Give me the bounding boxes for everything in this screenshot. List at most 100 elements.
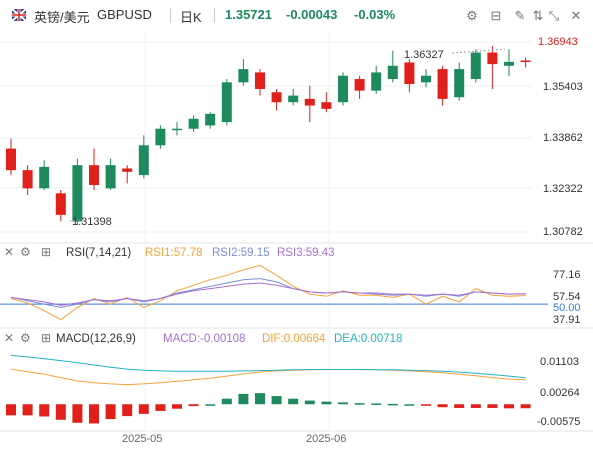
macd-histogram-bar — [55, 404, 66, 420]
period-selector[interactable]: 日K — [180, 10, 202, 25]
last-price: 1.35721 — [225, 7, 272, 22]
candle-body — [437, 69, 448, 99]
dif-legend: DIF:0.00664 — [262, 333, 326, 345]
rsi-settings-icon[interactable]: ⚙ — [20, 245, 31, 259]
candle-body — [454, 69, 465, 98]
macd-histogram-bar — [188, 404, 199, 407]
price-tick-label: 1.32322 — [543, 183, 583, 195]
macd-histogram-bar — [354, 403, 365, 405]
macd-histogram-bar — [22, 404, 33, 416]
close-icon[interactable]: ✕ — [570, 8, 582, 23]
candle-body — [89, 165, 99, 186]
candle-body — [39, 166, 50, 189]
dif-line — [10, 368, 526, 386]
price-tick-label: 1.36943 — [538, 36, 578, 48]
macd-histogram-bar — [205, 404, 216, 406]
dea-line — [10, 354, 526, 379]
macd-histogram-bar — [288, 398, 299, 405]
macd-histogram-bar — [105, 404, 116, 420]
rsi2-legend: RSI2:59.15 — [212, 247, 270, 259]
candle-body — [105, 165, 116, 189]
candle-body — [255, 72, 265, 89]
header-divider — [170, 8, 171, 23]
macd-histogram-bar — [122, 404, 133, 417]
rsi-expand-icon[interactable]: ⊞ — [41, 245, 51, 259]
candle-body — [304, 98, 315, 106]
candlestick-panel — [6, 45, 531, 225]
candle-body — [221, 82, 232, 123]
candle-body — [288, 95, 299, 103]
candle-body — [504, 61, 514, 66]
fullscreen-icon[interactable]: ⤡ — [548, 8, 560, 23]
macd-title: MACD(12,26,9) — [56, 333, 136, 345]
candle-body — [338, 75, 348, 103]
drawing-icon[interactable]: ✎ — [514, 8, 526, 23]
macd-histogram-bar — [304, 400, 315, 405]
rsi1-legend: RSI1:57.78 — [145, 247, 203, 259]
chart-header: 英镑/美元 GBPUSD 日K 1.35721 -0.00043 -0.03% … — [0, 0, 593, 30]
candle-body — [404, 62, 415, 84]
candle-body — [271, 92, 282, 103]
candle-body — [138, 145, 149, 176]
macd-histogram-bar — [470, 404, 481, 408]
rsi-tick-label: 57.54 — [553, 291, 581, 303]
candle-body — [520, 60, 531, 62]
rsi3-legend: RSI3:59.43 — [277, 247, 335, 259]
candle-body — [172, 128, 182, 131]
macd-histogram-bar — [255, 393, 265, 405]
high-annotation: 1.36327 — [404, 49, 444, 61]
macd-histogram-bar — [437, 404, 448, 408]
candle-body — [55, 193, 66, 215]
rsi-line-3 — [10, 282, 526, 306]
macd-histogram-bar — [504, 404, 514, 409]
compare-icon[interactable]: ⇅ — [532, 8, 544, 23]
macd-legend: MACD:-0.00108 — [163, 333, 245, 345]
macd-histogram-bar — [238, 393, 249, 405]
macd-expand-icon[interactable]: ⊞ — [41, 331, 51, 345]
candle-body — [6, 148, 16, 171]
candle-body — [155, 128, 166, 146]
macd-tick-label: -0.00575 — [537, 416, 580, 428]
indicator-icon[interactable]: ⊟ — [490, 8, 502, 23]
macd-histogram-bar — [271, 396, 282, 405]
macd-histogram-bar — [520, 404, 531, 409]
candle-body — [470, 52, 481, 80]
price-tick-label: 1.35403 — [543, 81, 583, 93]
macd-close-icon[interactable]: ✕ — [4, 331, 14, 345]
macd-histogram-bar — [421, 404, 431, 406]
rsi-line-2 — [10, 278, 526, 308]
candle-body — [122, 168, 133, 172]
price-change-pct: -0.03% — [354, 7, 396, 22]
rsi-title: RSI(7,14,21) — [66, 247, 131, 259]
candle-body — [72, 165, 83, 222]
macd-settings-icon[interactable]: ⚙ — [20, 331, 31, 345]
candle-body — [387, 65, 398, 80]
rsi-close-icon[interactable]: ✕ — [4, 245, 14, 259]
macd-tick-label: 0.00264 — [540, 387, 580, 399]
macd-histogram-bar — [221, 398, 232, 405]
dea-legend: DEA:0.00718 — [334, 333, 402, 345]
rsi-panel — [0, 264, 548, 321]
macd-histogram-bar — [6, 404, 16, 416]
macd-histogram-bar — [404, 404, 415, 406]
x-tick-label: 2025-06 — [306, 433, 346, 445]
macd-histogram-bar — [454, 404, 465, 408]
grid — [0, 30, 593, 432]
rsi-tick-label: 37.91 — [553, 314, 581, 326]
candle-body — [321, 102, 332, 109]
header-divider — [214, 8, 215, 23]
high-annotation-leader — [451, 48, 506, 54]
rsi-tick-label: 77.16 — [553, 269, 581, 281]
price-tick-label: 1.30782 — [543, 226, 583, 238]
macd-histogram-bar — [387, 403, 398, 406]
candle-body — [238, 69, 249, 83]
candle-body — [205, 113, 216, 126]
macd-histogram-bar — [138, 404, 149, 414]
chart-settings-icon[interactable]: ⚙ — [466, 8, 478, 23]
uk-flag-icon — [12, 9, 26, 21]
macd-histogram-bar — [172, 404, 182, 409]
macd-histogram-bar — [89, 404, 99, 424]
macd-histogram-bar — [338, 402, 348, 405]
